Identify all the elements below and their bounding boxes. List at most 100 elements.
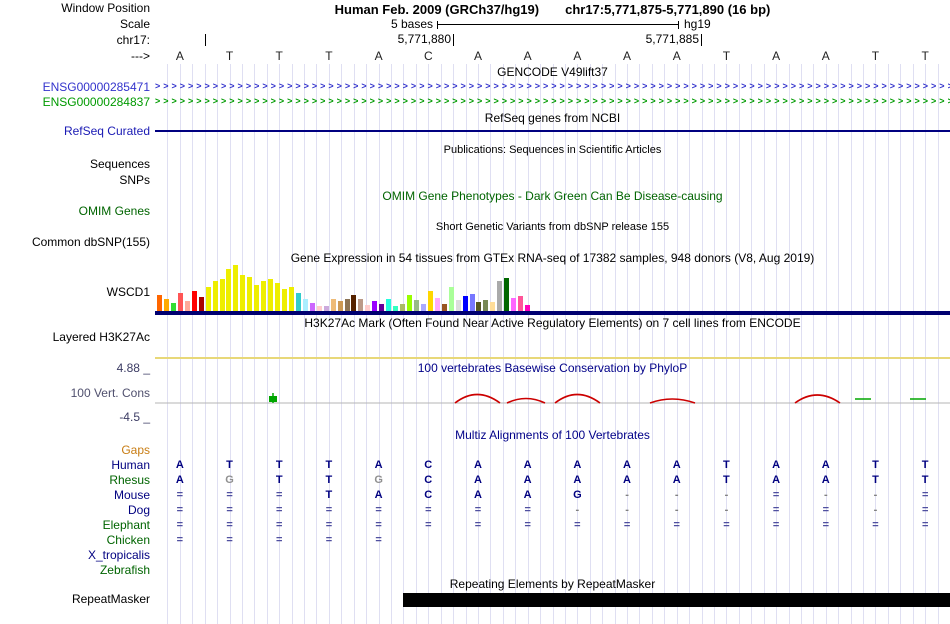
alignment-cell: -	[873, 504, 878, 516]
gtex-tissue-bar	[288, 287, 294, 311]
label-species-human[interactable]: Human	[111, 458, 150, 472]
gridline	[167, 64, 169, 624]
gridline	[552, 64, 554, 624]
gridline	[937, 64, 939, 624]
label-gene-ENSG00000284837[interactable]: ENSG00000284837	[42, 95, 150, 109]
label-phylop_max[interactable]: 4.88 _	[116, 361, 150, 375]
gridline	[241, 64, 243, 624]
label-species-chicken[interactable]: Chicken	[106, 533, 150, 547]
alignment-cell: =	[822, 519, 829, 531]
gridline	[738, 64, 740, 624]
gtex-tissue-bar	[247, 277, 253, 311]
alignment-cell: A	[175, 474, 184, 486]
gtex-tissue-bar	[254, 285, 260, 311]
label-window_position[interactable]: Window Position	[61, 1, 150, 15]
alignment-cell: G	[225, 474, 234, 486]
alignment-cell: =	[375, 519, 382, 531]
gtex-tissue-bar	[476, 302, 482, 311]
repeatmasker-element-box[interactable]	[403, 593, 950, 607]
label-gene-ENSG00000285471[interactable]: ENSG00000285471	[42, 80, 150, 94]
label-snps[interactable]: SNPs	[119, 173, 150, 187]
gtex-tissue-bar	[525, 305, 531, 311]
label-omim_genes[interactable]: OMIM Genes	[78, 204, 150, 218]
label-vert_cons[interactable]: 100 Vert. Cons	[70, 386, 150, 400]
label-species-zebrafish[interactable]: Zebrafish	[99, 563, 150, 577]
gridline	[204, 64, 206, 624]
label-repeatmasker[interactable]: RepeatMasker	[71, 592, 150, 606]
base-letter: A	[821, 49, 830, 63]
gtex-tissue-bar	[372, 301, 378, 311]
alignment-cell: T	[921, 459, 929, 471]
gtex-tissue-bar	[490, 302, 496, 311]
gene-arrow-row[interactable]: >>>>>>>>>>>>>>>>>>>>>>>>>>>>>>>>>>>>>>>>…	[155, 96, 950, 106]
label-species-rhesus[interactable]: Rhesus	[109, 473, 150, 487]
phylop-conservation-plot[interactable]	[155, 373, 950, 419]
gridline	[713, 64, 715, 624]
gtex-tissue-bar	[282, 289, 287, 311]
label-chrom[interactable]: chr17:	[116, 33, 150, 47]
gtex-tissue-bar	[462, 296, 468, 311]
alignment-cell: =	[772, 489, 780, 501]
gtex-tissue-bar	[170, 303, 176, 311]
gridline	[689, 64, 691, 624]
gridline	[304, 64, 306, 624]
gtex-tissue-bar	[198, 297, 204, 311]
label-wscd1[interactable]: WSCD1	[106, 285, 150, 299]
base-letter: A	[772, 49, 781, 63]
gridline	[925, 64, 927, 624]
gtex-tissue-bar	[226, 269, 232, 311]
gtex-gene-line[interactable]	[155, 311, 950, 315]
gridline	[527, 64, 529, 624]
gridline	[279, 64, 281, 624]
base-letter: T	[275, 49, 283, 63]
alignment-cell: A	[374, 459, 383, 471]
coord-label-1: 5,771,880	[397, 32, 451, 46]
gridline	[490, 64, 492, 624]
base-letter: C	[423, 49, 433, 63]
alignment-cell: =	[921, 519, 929, 531]
label-refseq_curated[interactable]: RefSeq Curated	[63, 124, 150, 138]
label-sequences[interactable]: Sequences	[89, 157, 150, 171]
gtex-tissue-bar	[469, 294, 475, 311]
label-layered_h3k27ac[interactable]: Layered H3K27Ac	[52, 330, 150, 344]
window-position-row: Human Feb. 2009 (GRCh37/hg19) chr17:5,77…	[155, 2, 950, 17]
refseq-curated-line[interactable]	[155, 130, 950, 132]
gridline	[415, 64, 417, 624]
gridline	[838, 64, 840, 624]
gtex-tissue-bar	[157, 295, 162, 311]
gtex-tissue-bar	[295, 293, 301, 311]
gridline	[577, 64, 579, 624]
gridline	[440, 64, 442, 624]
gridline	[875, 64, 877, 624]
gtex-tissue-bar	[212, 281, 218, 311]
label-gaps[interactable]: Gaps	[121, 443, 150, 457]
gtex-tissue-bar	[275, 283, 281, 311]
alignment-cell: =	[574, 519, 581, 531]
label-species-elephant[interactable]: Elephant	[102, 518, 150, 532]
gtex-tissue-bar	[379, 304, 385, 311]
gridline	[477, 64, 479, 624]
gene-arrow-row[interactable]: >>>>>>>>>>>>>>>>>>>>>>>>>>>>>>>>>>>>>>>>…	[155, 81, 950, 91]
alignment-cell: =	[276, 519, 283, 531]
gridline	[515, 64, 517, 624]
gridline	[378, 64, 380, 624]
alignment-cell: A	[473, 459, 482, 471]
alignment-cell: =	[325, 534, 333, 546]
label-species-dog[interactable]: Dog	[127, 503, 150, 517]
gtex-tissue-bar	[351, 295, 357, 311]
label-strand[interactable]: --->	[131, 49, 150, 63]
track-title-gencode: GENCODE V49lift37	[497, 65, 608, 79]
base-letter: A	[473, 49, 482, 63]
gridline	[776, 64, 778, 624]
alignment-cell: =	[474, 519, 482, 531]
alignment-cell: T	[226, 459, 233, 471]
gridline	[800, 64, 802, 624]
label-common_dbsnp[interactable]: Common dbSNP(155)	[31, 235, 150, 249]
h3k27ac-signal-line[interactable]	[155, 357, 950, 359]
label-scale[interactable]: Scale	[119, 17, 150, 31]
label-species-mouse[interactable]: Mouse	[113, 488, 150, 502]
position-title: chr17:5,771,875-5,771,890 (16 bp)	[565, 2, 771, 17]
gridline	[602, 64, 604, 624]
label-species-x_tropicalis[interactable]: X_tropicalis	[87, 548, 150, 562]
label-phylop_min[interactable]: -4.5 _	[119, 410, 150, 424]
